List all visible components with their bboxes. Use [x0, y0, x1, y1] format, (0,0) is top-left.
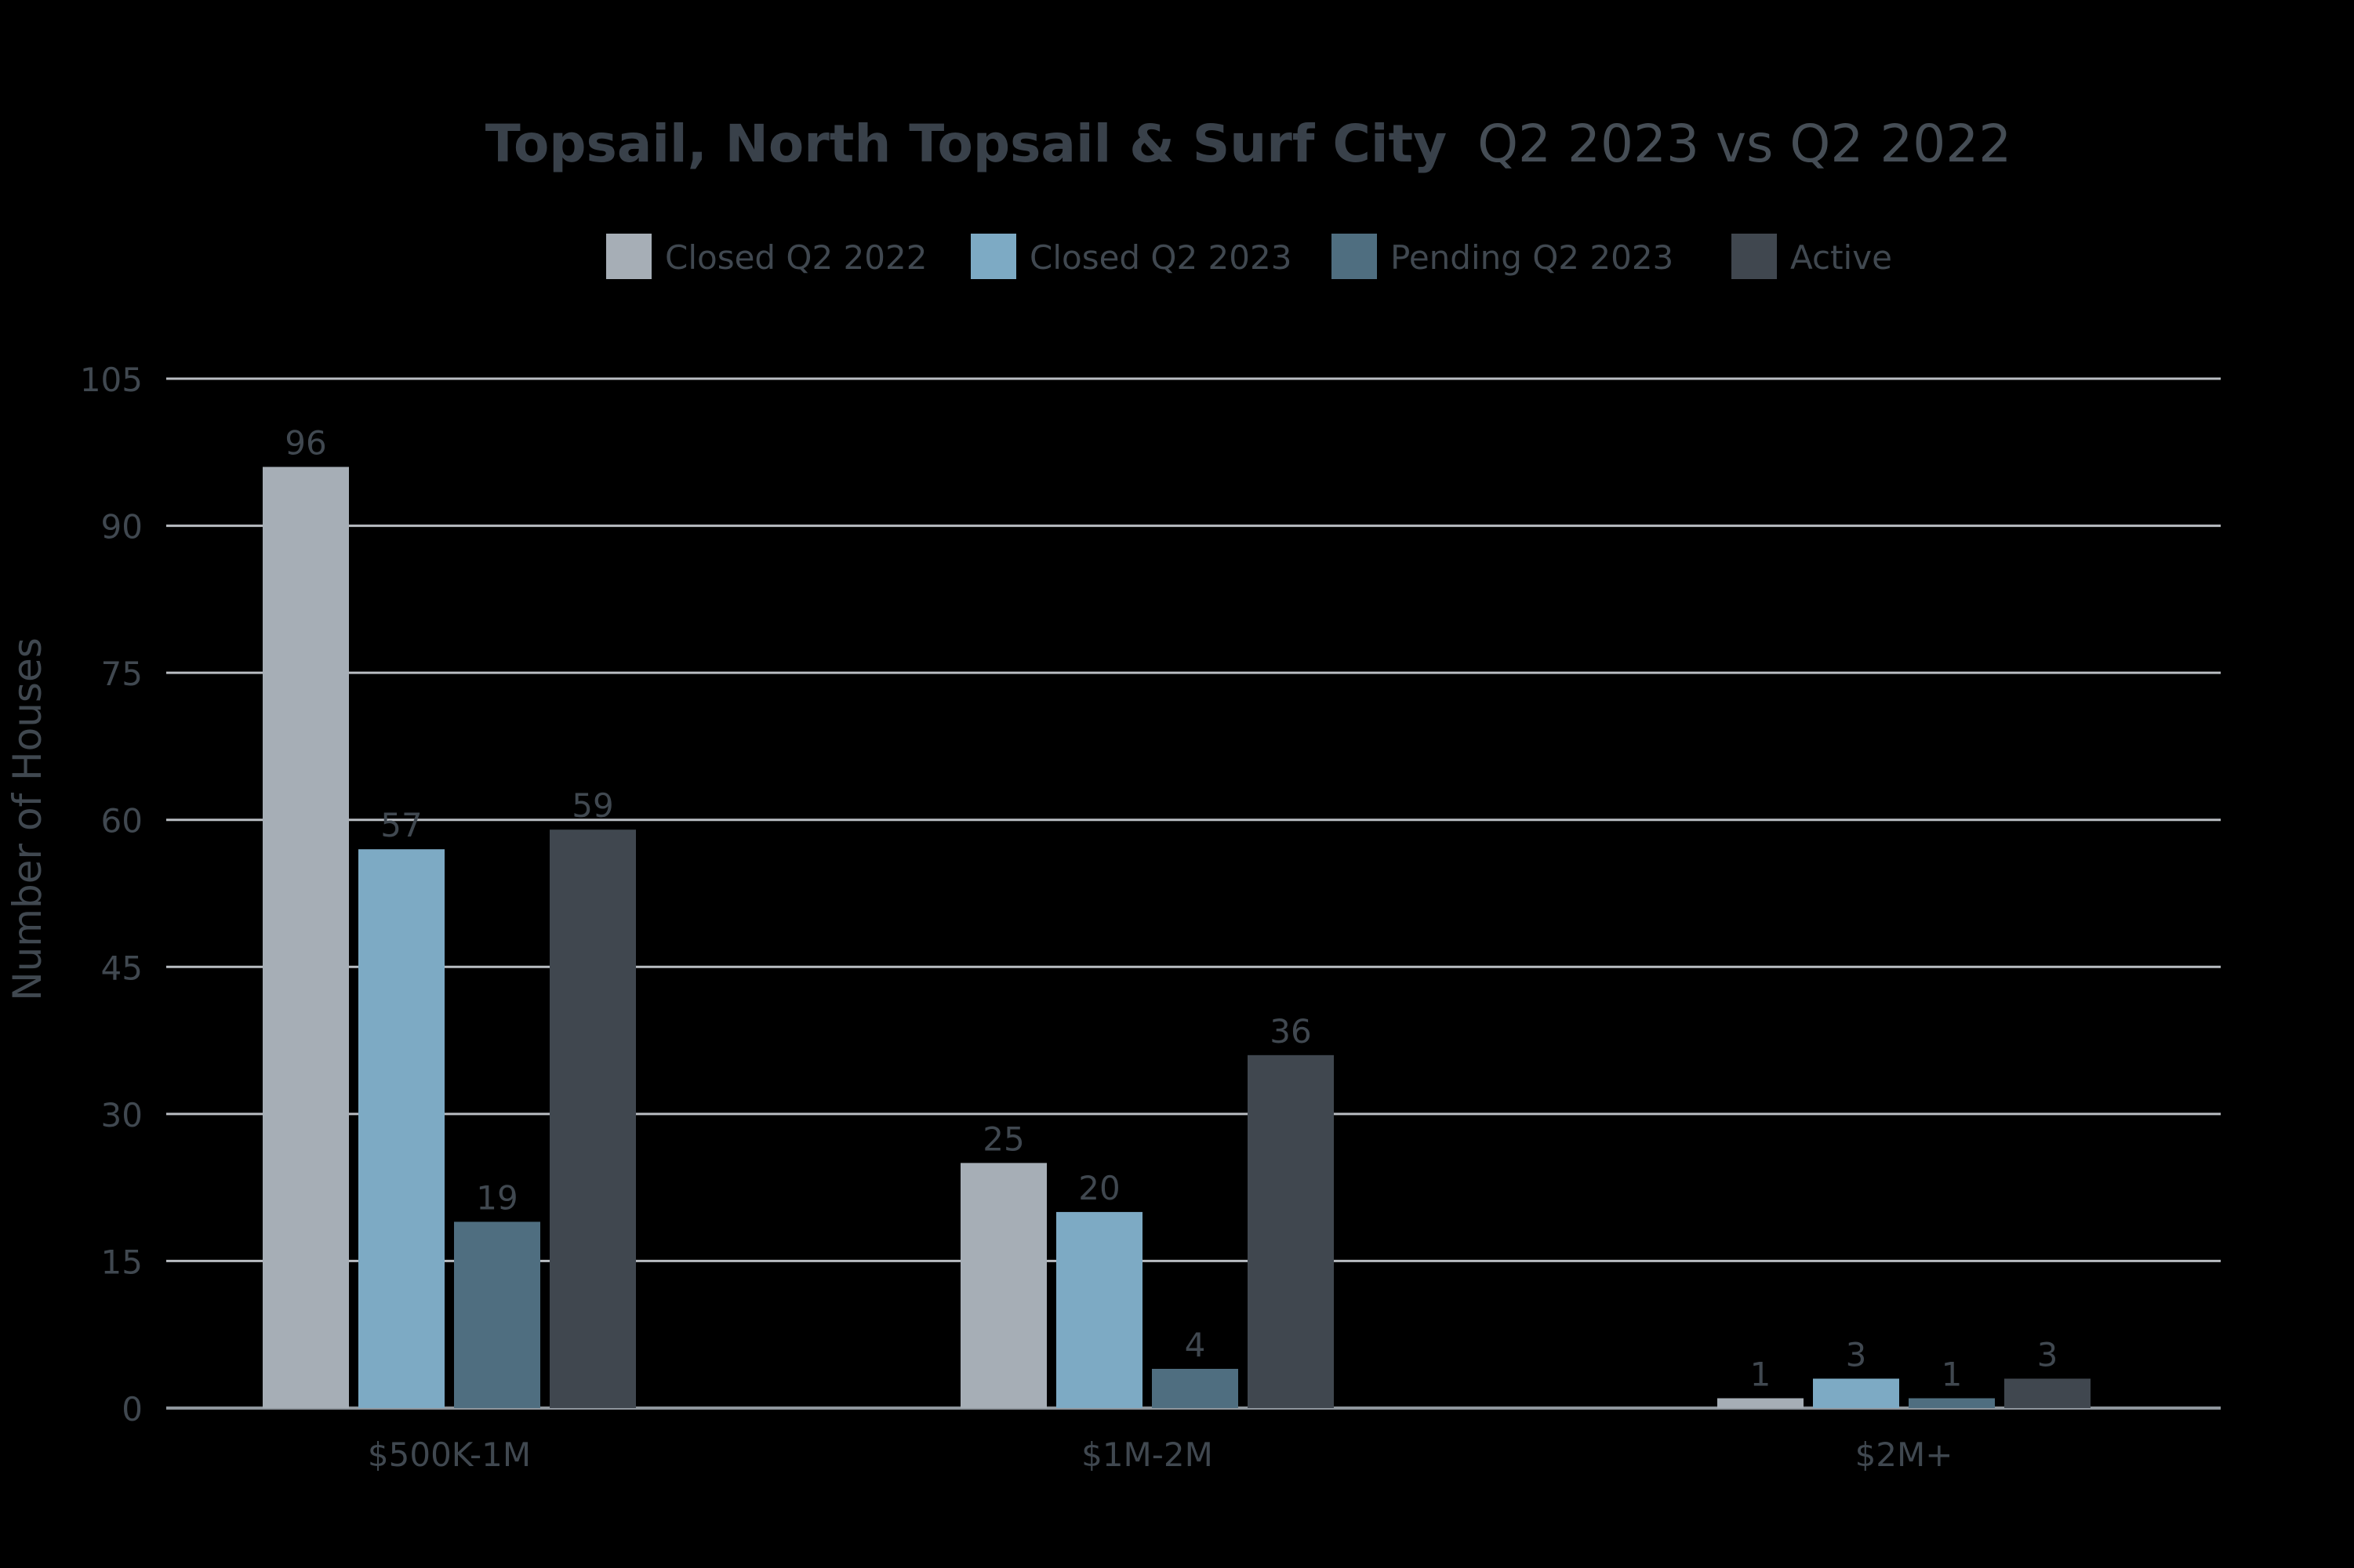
legend-swatch: [1331, 234, 1377, 279]
bar: [454, 1221, 540, 1408]
legend-label: Pending Q2 2023: [1390, 238, 1673, 277]
legend-swatch: [971, 234, 1016, 279]
bar: [550, 829, 636, 1408]
bar: [1152, 1368, 1238, 1408]
data-label: 19: [476, 1178, 518, 1217]
data-label: 3: [2037, 1335, 2058, 1374]
bar: [2004, 1378, 2091, 1408]
data-label: 1: [1942, 1355, 1963, 1393]
y-tick-label: 0: [122, 1390, 143, 1428]
chart-title-bold: Topsail, North Topsail & Surf City: [485, 114, 1447, 174]
bar: [1056, 1211, 1142, 1408]
data-label: 59: [572, 786, 613, 825]
x-tick-label: $1M-2M: [1081, 1436, 1213, 1474]
data-label: 57: [380, 806, 422, 844]
y-tick-label: 90: [101, 508, 143, 546]
data-label: 20: [1078, 1169, 1120, 1207]
y-tick-label: 45: [101, 949, 143, 987]
bar: [1813, 1378, 1899, 1408]
y-tick-label: 60: [101, 802, 143, 840]
x-tick-label: $2M+: [1855, 1436, 1953, 1474]
y-axis-ticks: 0 15 30 45 60 75 90 105: [80, 361, 143, 1428]
chart-title-rest: Q2 2023 vs Q2 2022: [1477, 114, 2011, 174]
bar: [1248, 1054, 1334, 1408]
bar: [263, 466, 349, 1408]
legend-swatch: [1731, 234, 1777, 279]
bar: [1909, 1398, 1995, 1408]
bar: [358, 849, 445, 1408]
legend: Closed Q2 2022 Closed Q2 2023 Pending Q2 2…: [606, 234, 1892, 279]
data-label: 4: [1185, 1326, 1206, 1364]
legend-label: Closed Q2 2023: [1030, 238, 1291, 277]
y-tick-label: 75: [101, 655, 143, 693]
bar: [1717, 1398, 1804, 1408]
y-tick-label: 105: [80, 361, 143, 399]
x-tick-label: $500K-1M: [368, 1436, 531, 1474]
legend-swatch: [606, 234, 652, 279]
data-label: 3: [1846, 1335, 1867, 1374]
chart-title: Topsail, North Topsail & Surf City Q2 20…: [485, 114, 2012, 174]
bar: [961, 1163, 1047, 1408]
data-label: 36: [1270, 1012, 1311, 1051]
x-axis-ticks: $500K-1M $1M-2M $2M+: [368, 1436, 1953, 1474]
data-label: 1: [1750, 1355, 1771, 1393]
y-axis-label: Number of Houses: [5, 637, 50, 1001]
bars: 96 57 19 59 25 20 4 36 1 3 1 3: [263, 424, 2091, 1408]
data-label: 96: [285, 424, 326, 463]
data-label: 25: [983, 1120, 1024, 1158]
legend-label: Active: [1790, 238, 1892, 277]
y-tick-label: 15: [101, 1243, 143, 1281]
legend-label: Closed Q2 2022: [665, 238, 927, 277]
y-tick-label: 30: [101, 1096, 143, 1134]
